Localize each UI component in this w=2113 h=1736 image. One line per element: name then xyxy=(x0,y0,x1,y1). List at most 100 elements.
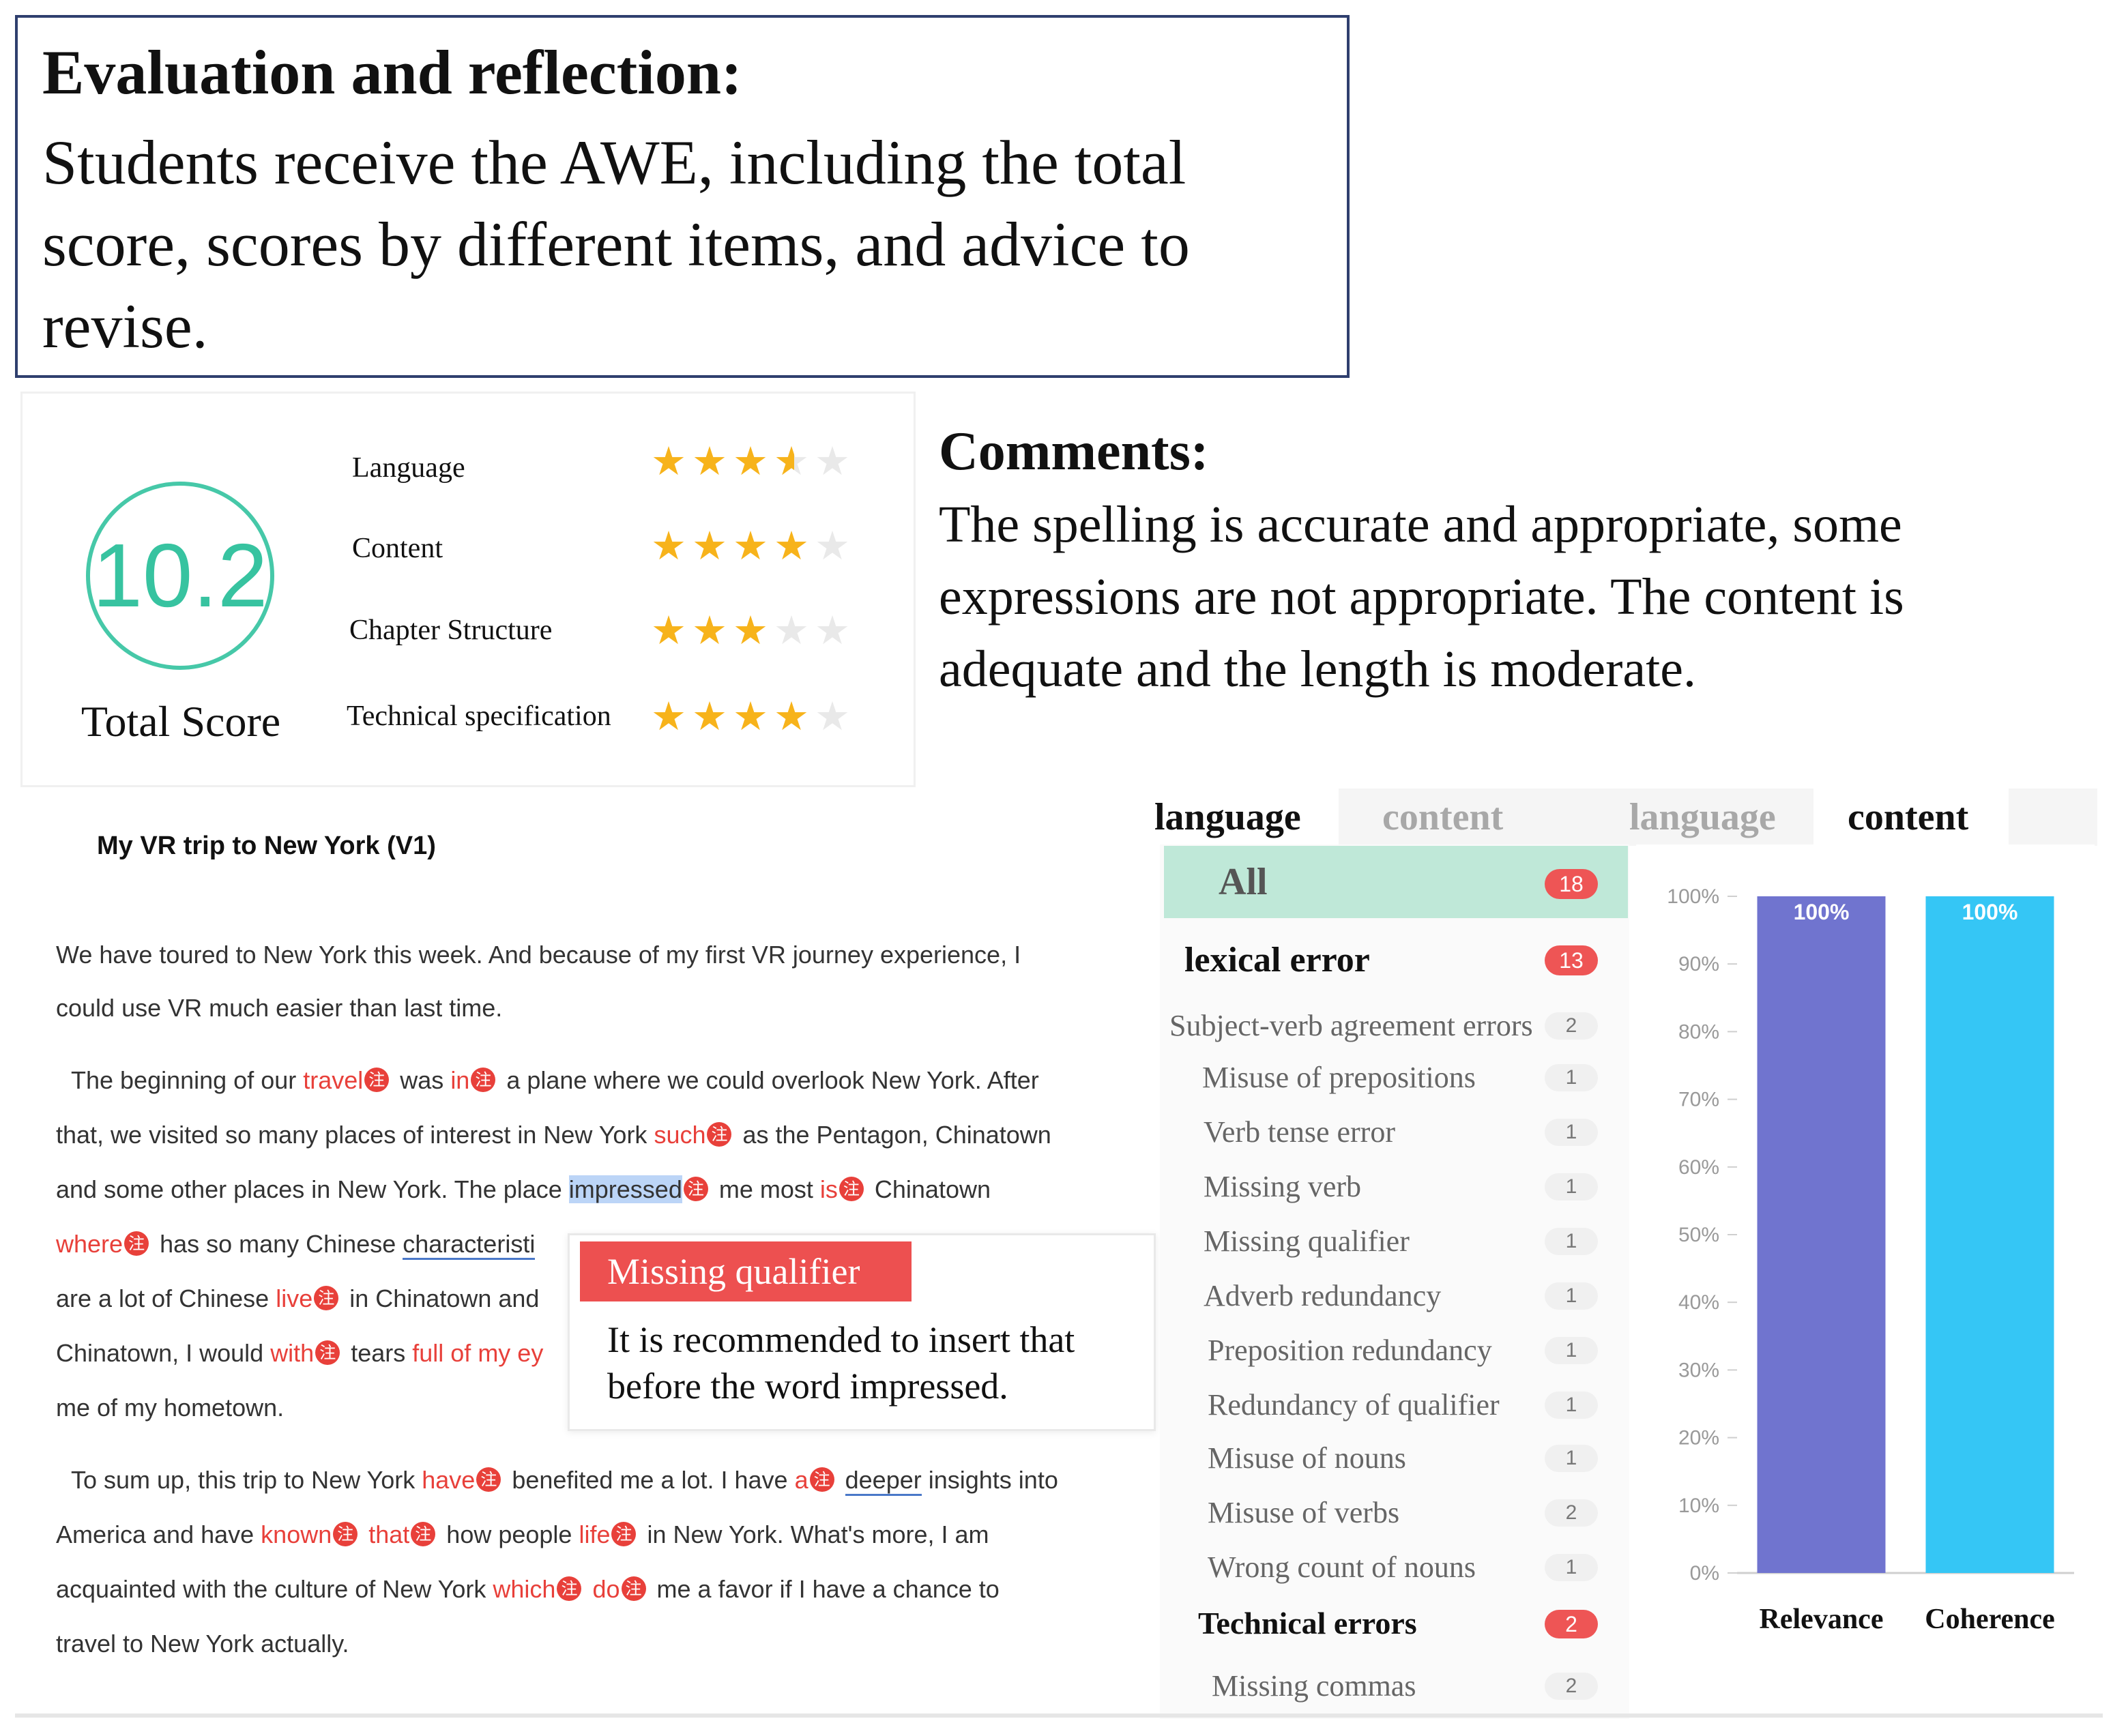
error-word[interactable]: that xyxy=(368,1520,410,1548)
total-score-label: Total Score xyxy=(81,697,281,746)
star-icon: ★ xyxy=(815,607,856,653)
error-item-count: 2 xyxy=(1545,1012,1598,1040)
error-marker-icon[interactable]: 注 xyxy=(476,1467,501,1492)
y-tick-label: 70% xyxy=(1678,1089,1719,1111)
essay-text: The beginning of our xyxy=(71,1066,304,1094)
star-icon: ★ xyxy=(692,607,733,653)
tab-strip-filler xyxy=(2009,789,2097,846)
error-word[interactable]: life xyxy=(579,1520,611,1548)
error-word[interactable]: with xyxy=(270,1339,315,1367)
error-item-count: 2 xyxy=(1545,1499,1598,1527)
star-icon: ★ xyxy=(815,438,856,484)
error-item[interactable]: Preposition redundancy xyxy=(1208,1334,1492,1367)
essay-line: me of my hometown. xyxy=(56,1381,284,1435)
star-rating-language: ★★★★ ★ xyxy=(651,439,856,483)
error-item[interactable]: Adverb redundancy xyxy=(1204,1279,1442,1312)
error-marker-icon[interactable]: 注 xyxy=(333,1522,358,1547)
error-word[interactable]: a xyxy=(794,1466,808,1494)
error-item-count: 1 xyxy=(1545,1554,1598,1581)
tab-content[interactable]: content xyxy=(1339,789,1620,846)
score-bar-chart: 0% 10% 20% 30% 40% 50% 60% 70% 80% 90% 100% 100% 100… xyxy=(1636,844,2095,1636)
error-word[interactable]: live xyxy=(276,1284,313,1312)
tooltip-body: It is recommended to insert that before … xyxy=(607,1319,1075,1407)
criterion-label-chapter-structure: Chapter Structure xyxy=(349,615,553,646)
tab-language-chart[interactable]: language xyxy=(1620,789,1813,846)
y-tick-label: 10% xyxy=(1678,1495,1719,1517)
error-word[interactable]: where xyxy=(56,1230,123,1258)
error-word[interactable]: have xyxy=(422,1466,476,1494)
highlighted-word[interactable]: impressed xyxy=(568,1175,682,1203)
error-item[interactable]: Misuse of prepositions xyxy=(1202,1061,1476,1094)
error-item[interactable]: Subject-verb agreement errors xyxy=(1169,1009,1533,1042)
star-icon: ★ xyxy=(651,693,692,739)
error-item[interactable]: Missing qualifier xyxy=(1204,1224,1410,1258)
star-icon: ★ xyxy=(733,523,774,569)
essay-line: travel to New York actually. xyxy=(56,1617,349,1671)
x-category-label: Relevance xyxy=(1759,1604,1884,1635)
error-word[interactable]: known xyxy=(261,1520,332,1548)
error-item-count: 1 xyxy=(1545,1445,1598,1472)
essay-text: America and have xyxy=(56,1520,261,1548)
essay-text: me of my hometown. xyxy=(56,1394,285,1422)
underlined-word[interactable]: characteristi xyxy=(403,1230,536,1260)
error-marker-icon[interactable]: 注 xyxy=(707,1122,732,1147)
essay-text: me a favor if I have a chance to xyxy=(650,1575,1000,1603)
star-icon: ★ xyxy=(733,607,774,653)
error-item[interactable]: Misuse of verbs xyxy=(1208,1496,1400,1529)
error-item[interactable]: Misuse of nouns xyxy=(1208,1441,1406,1475)
error-item-count: 1 xyxy=(1545,1064,1598,1091)
error-marker-icon[interactable]: 注 xyxy=(411,1522,436,1547)
y-tick-label: 60% xyxy=(1678,1156,1719,1179)
essay-text: are a lot of Chinese xyxy=(56,1284,276,1312)
error-marker-icon[interactable]: 注 xyxy=(314,1286,339,1311)
error-word[interactable]: travel xyxy=(303,1066,364,1094)
error-item[interactable]: Wrong count of nouns xyxy=(1208,1550,1476,1584)
essay-text: that, we visited so many places of inter… xyxy=(56,1121,654,1149)
error-word[interactable]: is xyxy=(819,1175,838,1203)
essay-line: that, we visited so many places of inter… xyxy=(56,1108,1051,1162)
star-icon: ★ xyxy=(815,523,856,569)
error-word[interactable]: such xyxy=(654,1121,706,1149)
essay-text: acquainted with the culture of New York xyxy=(56,1575,493,1603)
essay-text xyxy=(839,1466,845,1494)
error-item[interactable]: Missing verb xyxy=(1204,1170,1361,1203)
tab-language[interactable]: language xyxy=(1154,796,1301,838)
error-item[interactable]: Verb tense error xyxy=(1204,1115,1395,1149)
essay-line: are a lot of Chinese live 注 in Chinatown … xyxy=(56,1271,539,1326)
essay-line: The beginning of our travel 注 was in 注 a p… xyxy=(71,1053,1039,1108)
essay-text: a plane where we could overlook New York… xyxy=(499,1066,1039,1094)
error-item-missing-commas[interactable]: Missing commas xyxy=(1212,1669,1416,1703)
error-item[interactable]: Redundancy of qualifier xyxy=(1208,1388,1500,1422)
essay-text: could use VR much easier than last time. xyxy=(56,994,503,1022)
error-word[interactable]: do xyxy=(592,1575,620,1603)
error-marker-icon[interactable]: 注 xyxy=(683,1177,708,1202)
essay-line: We have toured to New York this week. An… xyxy=(56,928,1021,982)
y-tick-label: 80% xyxy=(1678,1020,1719,1043)
error-count-badge-lexical: 13 xyxy=(1545,945,1598,975)
error-marker-icon[interactable]: 注 xyxy=(124,1231,149,1256)
error-marker-icon[interactable]: 注 xyxy=(809,1467,834,1492)
essay-text: tears xyxy=(344,1339,413,1367)
error-marker-icon[interactable]: 注 xyxy=(621,1576,646,1602)
essay-text: travel to New York actually. xyxy=(56,1630,349,1658)
essay-text: how people xyxy=(439,1520,579,1548)
essay-text: as the Pentagon, Chinatown xyxy=(735,1121,1051,1149)
error-marker-icon[interactable]: 注 xyxy=(611,1522,637,1547)
error-marker-icon[interactable]: 注 xyxy=(471,1068,496,1093)
error-marker-icon[interactable]: 注 xyxy=(315,1340,340,1366)
error-marker-icon[interactable]: 注 xyxy=(557,1576,582,1602)
essay-text: in New York. What's more, I am xyxy=(640,1520,989,1548)
error-item-count: 1 xyxy=(1545,1228,1598,1255)
error-word[interactable]: in xyxy=(450,1066,470,1094)
error-word[interactable]: full of my ey xyxy=(412,1339,544,1367)
essay-text: and some other places in New York. The p… xyxy=(56,1175,569,1203)
error-category-lexical-label: lexical error xyxy=(1184,941,1370,980)
header-box xyxy=(15,15,1350,378)
tab-content-chart[interactable]: content xyxy=(1848,796,1969,838)
error-word[interactable]: which xyxy=(493,1575,556,1603)
y-tick-label: 30% xyxy=(1678,1359,1719,1381)
error-marker-icon[interactable]: 注 xyxy=(839,1177,864,1202)
underlined-word[interactable]: deeper xyxy=(845,1466,922,1496)
error-marker-icon[interactable]: 注 xyxy=(364,1068,390,1093)
star-icon: ★ xyxy=(692,693,733,739)
